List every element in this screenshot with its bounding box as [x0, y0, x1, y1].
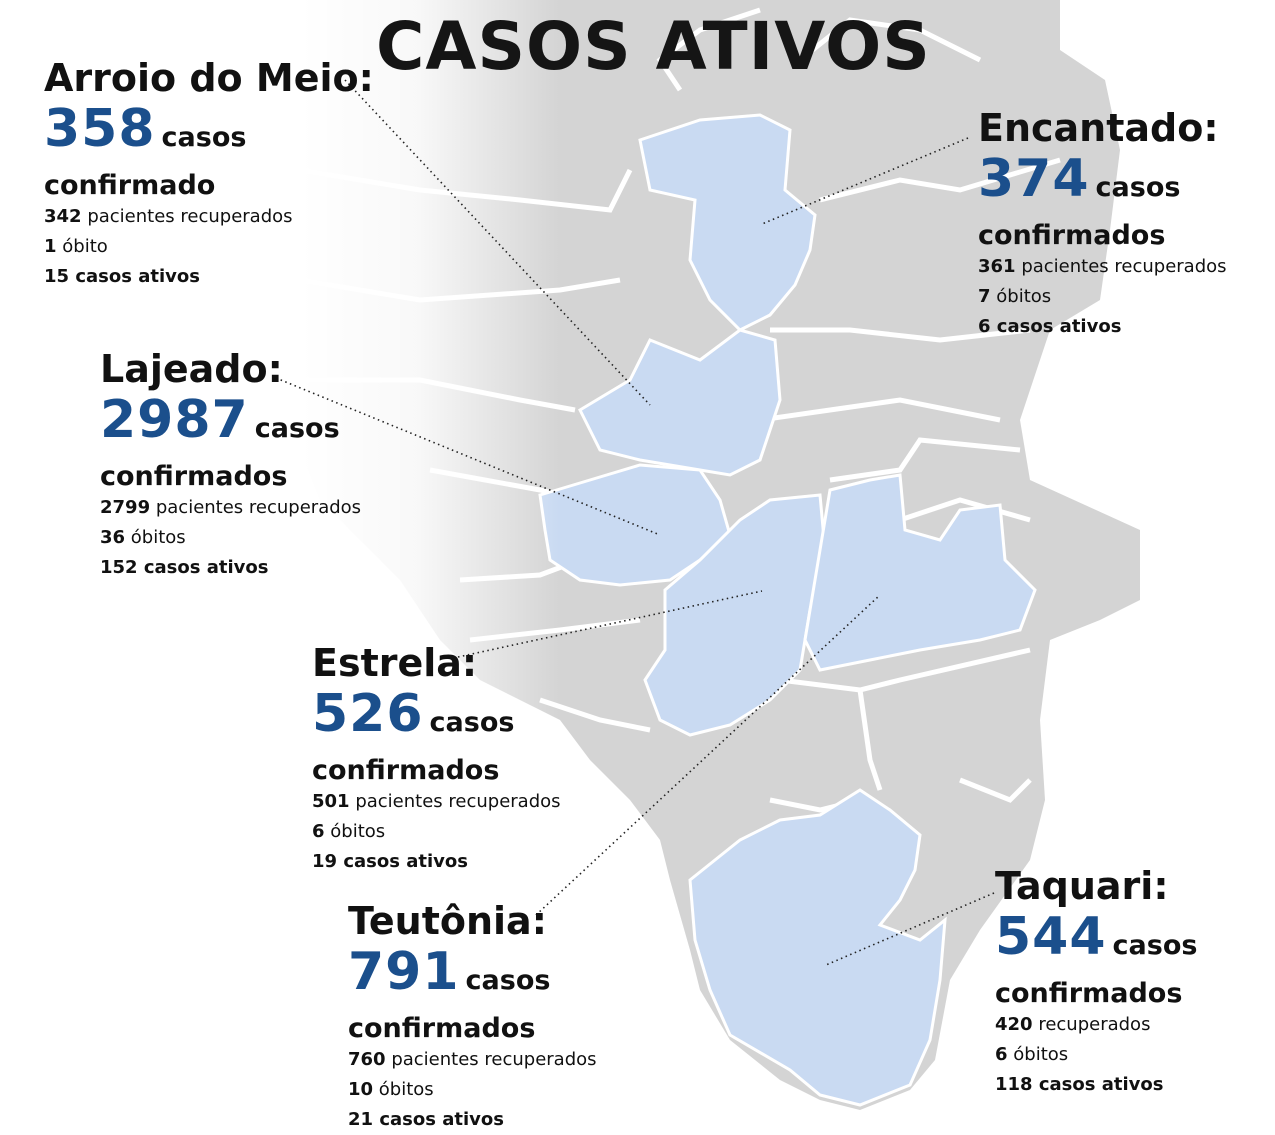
deaths-label: óbitos — [130, 527, 186, 548]
recovered-line: 342 pacientes recuperados — [44, 202, 374, 232]
city-block-encantado: Encantado: 374 casos confirmados 361 paci… — [978, 106, 1227, 342]
confirmed-label: confirmados — [995, 978, 1183, 1009]
deaths-count: 6 — [995, 1044, 1008, 1065]
confirmed-count: 544 — [995, 907, 1107, 967]
recovered-line: 420 recuperados — [995, 1010, 1197, 1040]
count-row: 358 casos — [44, 100, 374, 170]
casos-label: casos — [161, 122, 247, 153]
recovered-count: 760 — [348, 1049, 386, 1070]
deaths-count: 10 — [348, 1079, 374, 1100]
recovered-count: 420 — [995, 1014, 1033, 1035]
active-cases: 6 casos ativos — [978, 316, 1122, 337]
count-row: 526 casos — [312, 685, 561, 755]
deaths-line: 10 óbitos — [348, 1075, 597, 1105]
confirmed-label: confirmados — [100, 461, 288, 492]
city-name: Taquari: — [995, 864, 1169, 908]
recovered-label: pacientes recuperados — [391, 1049, 597, 1070]
deaths-line: 36 óbitos — [100, 523, 361, 553]
city-name: Teutônia: — [348, 899, 547, 943]
active-cases: 118 casos ativos — [995, 1074, 1164, 1095]
active-cases: 152 casos ativos — [100, 557, 269, 578]
leader-taquari — [825, 892, 995, 966]
region-arroio-do-meio — [578, 328, 782, 477]
page-title: CASOS ATIVOS — [376, 8, 931, 85]
city-block-teutonia: Teutônia: 791 casos confirmados 760 pacie… — [348, 899, 597, 1135]
confirmed-count: 2987 — [100, 390, 249, 450]
recovered-label: pacientes recuperados — [87, 206, 293, 227]
deaths-count: 36 — [100, 527, 126, 548]
deaths-count: 1 — [44, 236, 57, 257]
count-row: 374 casos — [978, 150, 1227, 220]
region-encantado — [638, 113, 817, 332]
deaths-count: 7 — [978, 286, 991, 307]
count-row: 544 casos — [995, 908, 1197, 978]
leader-encantado — [761, 137, 969, 225]
deaths-label: óbito — [62, 236, 108, 257]
city-name: Estrela: — [312, 641, 478, 685]
city-block-estrela: Estrela: 526 casos confirmados 501 pacien… — [312, 641, 561, 877]
confirmed-label: confirmados — [348, 1013, 536, 1044]
casos-label: casos — [429, 707, 515, 738]
deaths-label: óbitos — [330, 821, 386, 842]
confirmed-label: confirmado — [44, 170, 216, 201]
leader-lajeado — [275, 377, 661, 536]
recovered-count: 361 — [978, 256, 1016, 277]
city-name: Arroio do Meio: — [44, 56, 374, 100]
region-taquari — [688, 788, 947, 1107]
recovered-label: recuperados — [1038, 1014, 1151, 1035]
confirmed-label: confirmados — [312, 755, 500, 786]
confirmed-count: 374 — [978, 149, 1090, 209]
casos-label: casos — [1112, 930, 1198, 961]
city-block-arroio-do-meio: Arroio do Meio: 358 casos confirmado 342 … — [44, 56, 374, 292]
active-cases: 19 casos ativos — [312, 851, 468, 872]
leader-estrela — [457, 590, 763, 658]
highlighted-municipalities — [538, 113, 1037, 1107]
deaths-line: 6 óbitos — [312, 817, 561, 847]
confirmed-count: 791 — [348, 942, 460, 1002]
count-row: 791 casos — [348, 943, 597, 1013]
recovered-count: 501 — [312, 791, 350, 812]
city-block-taquari: Taquari: 544 casos confirmados 420 recupe… — [995, 864, 1197, 1100]
active-cases: 15 casos ativos — [44, 266, 200, 287]
leader-arroio — [344, 79, 651, 406]
deaths-label: óbitos — [378, 1079, 434, 1100]
active-cases: 21 casos ativos — [348, 1109, 504, 1130]
deaths-line: 7 óbitos — [978, 282, 1227, 312]
recovered-line: 760 pacientes recuperados — [348, 1045, 597, 1075]
recovered-label: pacientes recuperados — [1021, 256, 1227, 277]
casos-label: casos — [254, 413, 340, 444]
casos-label: casos — [465, 965, 551, 996]
confirmed-label: confirmados — [978, 220, 1166, 251]
deaths-line: 1 óbito — [44, 232, 374, 262]
recovered-line: 501 pacientes recuperados — [312, 787, 561, 817]
city-block-lajeado: Lajeado: 2987 casos confirmados 2799 paci… — [100, 347, 361, 583]
confirmed-count: 526 — [312, 684, 424, 744]
leader-lines — [275, 79, 995, 966]
region-teutonia — [803, 473, 1037, 672]
recovered-line: 2799 pacientes recuperados — [100, 493, 361, 523]
city-name: Encantado: — [978, 106, 1219, 150]
confirmed-count: 358 — [44, 99, 156, 159]
recovered-count: 342 — [44, 206, 82, 227]
deaths-label: óbitos — [1013, 1044, 1069, 1065]
city-name: Lajeado: — [100, 347, 283, 391]
deaths-label: óbitos — [996, 286, 1052, 307]
recovered-line: 361 pacientes recuperados — [978, 252, 1227, 282]
count-row: 2987 casos — [100, 391, 361, 461]
deaths-count: 6 — [312, 821, 325, 842]
map-fade — [300, 0, 560, 720]
casos-label: casos — [1095, 172, 1181, 203]
recovered-label: pacientes recuperados — [355, 791, 561, 812]
deaths-line: 6 óbitos — [995, 1040, 1197, 1070]
recovered-label: pacientes recuperados — [155, 497, 362, 518]
recovered-count: 2799 — [100, 497, 151, 518]
